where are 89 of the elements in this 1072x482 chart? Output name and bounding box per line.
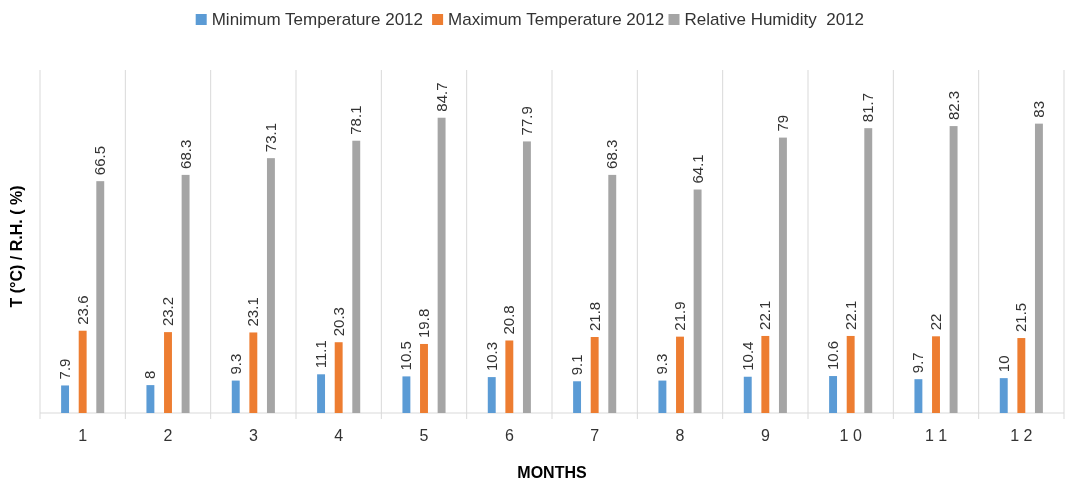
legend-label: Minimum Temperature 2012 — [211, 10, 424, 29]
bar — [402, 376, 411, 413]
bar — [743, 376, 752, 413]
data-label: 20.3 — [329, 307, 347, 337]
x-tick-label: 5 — [419, 427, 429, 444]
data-label: 10.6 — [824, 340, 842, 371]
data-label: 23.6 — [73, 295, 91, 325]
bar — [608, 174, 617, 413]
data-label: 21.5 — [1012, 302, 1030, 333]
bar — [522, 141, 531, 413]
data-label: 78.1 — [347, 105, 365, 135]
x-tick-label: 6 — [504, 427, 514, 444]
bar — [932, 336, 940, 413]
bar — [249, 332, 258, 413]
bar — [846, 335, 855, 413]
x-tick-label: 1 — [78, 427, 88, 444]
data-label: 23.1 — [244, 297, 262, 327]
bar — [181, 174, 190, 413]
bar — [1017, 338, 1026, 413]
data-label: 11.1 — [312, 340, 330, 369]
bar — [164, 332, 172, 413]
data-label: 84.7 — [432, 82, 450, 112]
bar — [334, 342, 343, 413]
y-axis-title: T (°C) / R.H. ( %) — [8, 185, 25, 308]
data-label: 79 — [773, 114, 791, 132]
data-label: 7.9 — [56, 358, 74, 380]
x-tick-label: 1 0 — [839, 427, 862, 444]
x-tick-label: 4 — [334, 427, 344, 444]
data-label: 64.1 — [688, 154, 706, 184]
legend-label: Relative Humidity 2012 — [684, 10, 865, 29]
bar — [590, 337, 599, 413]
data-label: 21.8 — [585, 301, 603, 331]
x-tick-label: 1 2 — [1010, 427, 1033, 444]
x-tick-label: 7 — [590, 427, 600, 444]
bar — [420, 343, 428, 413]
data-label: 81.7 — [859, 92, 877, 123]
data-label: 9.7 — [909, 352, 927, 374]
data-label: 66.5 — [91, 145, 109, 176]
data-label: 82.3 — [944, 90, 962, 121]
data-label: 10.4 — [738, 341, 756, 371]
data-label: 83 — [1029, 100, 1047, 118]
bar — [693, 189, 702, 413]
data-label: 19.8 — [415, 308, 432, 338]
bar — [949, 126, 958, 413]
data-label: 20.8 — [500, 305, 518, 335]
bar — [505, 340, 514, 413]
data-label: 9.3 — [226, 353, 244, 375]
bar — [573, 381, 582, 413]
x-tick-label: 3 — [248, 427, 258, 444]
bar — [1034, 123, 1043, 413]
bar — [96, 181, 105, 413]
bar — [829, 376, 838, 413]
data-label: 21.9 — [671, 301, 688, 331]
bar — [864, 128, 873, 413]
data-label: 10.5 — [397, 341, 415, 371]
bar — [761, 335, 770, 413]
data-label: 22 — [927, 313, 944, 331]
bar — [658, 380, 667, 413]
data-label: 73.1 — [261, 122, 279, 153]
bar — [352, 140, 361, 413]
data-label: 9.3 — [653, 353, 671, 375]
data-label: 22.1 — [756, 300, 774, 330]
x-tick-label: 2 — [163, 427, 173, 444]
bar — [999, 378, 1008, 413]
bar — [61, 385, 70, 413]
bar — [231, 380, 240, 413]
data-label: 68.3 — [176, 139, 194, 169]
bar — [914, 379, 923, 413]
legend-label: Maximum Temperature 2012 — [448, 10, 665, 29]
data-label: 22.1 — [841, 300, 859, 330]
data-label: 23.2 — [159, 296, 176, 327]
data-label: 77.9 — [517, 106, 535, 136]
data-label: 10.3 — [482, 341, 500, 372]
bar — [778, 137, 787, 413]
bar — [437, 117, 446, 413]
data-label: 68.3 — [603, 139, 621, 169]
bar — [487, 377, 496, 413]
x-tick-label: 8 — [675, 427, 685, 444]
data-label: 8 — [141, 370, 159, 380]
bar — [146, 385, 155, 413]
bar — [266, 158, 275, 413]
x-axis-title: MONTHS — [517, 464, 587, 481]
x-tick-label: 1 1 — [924, 427, 948, 444]
data-label: 9.1 — [568, 354, 586, 376]
data-label: 10 — [994, 355, 1012, 373]
bar — [317, 374, 326, 413]
bar — [676, 336, 684, 413]
bar — [78, 330, 87, 413]
x-tick-label: 9 — [760, 427, 770, 444]
